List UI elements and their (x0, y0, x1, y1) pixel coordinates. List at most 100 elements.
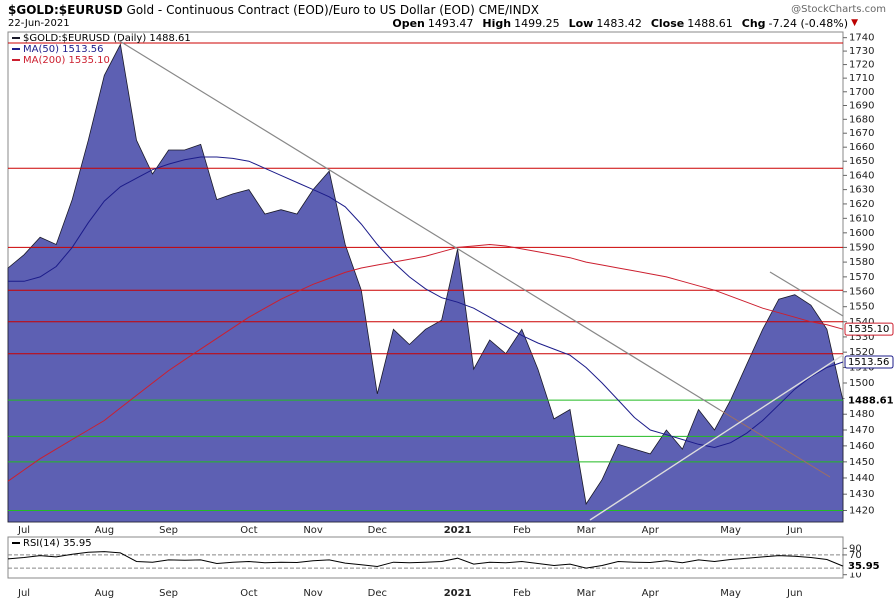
value-tag (844, 394, 894, 408)
series-line (7, 551, 844, 569)
quote-value: 1493.47 (427, 17, 474, 30)
y-tick-label: 1580 (849, 257, 874, 268)
y-tick-label: 1630 (849, 185, 874, 196)
y-tick-label: 1450 (849, 457, 874, 468)
y-tick-label: 70 (849, 550, 862, 561)
x-tick-label: Dec (368, 588, 387, 599)
watermark: @StockCharts.com (791, 4, 886, 15)
legend-label: MA(50) 1513.56 (23, 44, 104, 55)
y-tick-label: 1420 (849, 506, 874, 517)
y-tick-label: 1430 (849, 489, 874, 500)
quote-label: Close (650, 17, 685, 30)
value-tag-label: 35.95 (848, 561, 880, 572)
quote-value: 1483.42 (596, 17, 642, 30)
description: Gold - Continuous Contract (EOD)/Euro to… (126, 3, 475, 17)
y-tick-label: 1530 (849, 332, 874, 343)
x-tick-label: Apr (642, 525, 660, 536)
x-tick-label: Dec (368, 525, 387, 536)
series-line (7, 243, 844, 482)
y-tick-label: 1590 (849, 242, 874, 253)
x-tick-label: Mar (577, 588, 597, 599)
value-tag (844, 559, 894, 573)
quote-value: -7.24 (-0.48%) (768, 17, 848, 30)
trendline (769, 271, 844, 317)
symbol: $GOLD:$EURUSD (8, 3, 123, 17)
value-tag (844, 322, 894, 336)
y-tick-label: 90 (849, 543, 862, 554)
y-tick-label: 1540 (849, 317, 874, 328)
y-tick-label: 1700 (849, 87, 874, 98)
x-tick-label: Aug (95, 588, 115, 599)
value-tag-label: 1535.10 (848, 324, 889, 335)
quote-label: High (482, 17, 512, 30)
date: 22-Jun-2021 (8, 18, 70, 29)
trendline (117, 39, 721, 411)
y-tick-label: 1730 (849, 46, 874, 57)
y-tick-label: 1660 (849, 142, 874, 153)
y-tick-label: 1640 (849, 170, 874, 181)
y-tick-label: 1650 (849, 156, 874, 167)
x-tick-label: Jun (786, 525, 803, 536)
x-tick-label: Jul (17, 588, 30, 599)
x-tick-label: May (720, 588, 741, 599)
x-tick-label: Jul (17, 525, 30, 536)
x-tick-label: May (720, 525, 741, 536)
x-tick-label: Oct (240, 588, 257, 599)
x-tick-label: Mar (577, 525, 597, 536)
rsi-panel (7, 536, 844, 579)
x-tick-label: Jun (786, 588, 803, 599)
price-area (7, 43, 844, 523)
trendline (719, 409, 831, 478)
trendlines (117, 39, 844, 521)
quote-value: 1488.61 (687, 17, 733, 30)
y-tick-label: 1620 (849, 199, 874, 210)
legend-label: $GOLD:$EURUSD (Daily) 1488.61 (23, 33, 191, 44)
down-arrow: ▼ (851, 18, 858, 28)
y-tick-label: 1520 (849, 347, 874, 358)
y-tick-label: 1600 (849, 228, 874, 239)
y-tick-label: 1570 (849, 272, 874, 283)
y-tick-label: 1690 (849, 101, 874, 112)
y-tick-label: 1440 (849, 473, 874, 484)
y-tick-label: 10 (849, 570, 862, 581)
y-tick-label: 1720 (849, 60, 874, 71)
legend-label: MA(200) 1535.10 (23, 55, 110, 66)
value-tag-label: 1513.56 (848, 357, 889, 368)
header-title-row: $GOLD:$EURUSD Gold - Continuous Contract… (8, 3, 539, 17)
y-tick-label: 1740 (849, 33, 874, 44)
y-tick-label: 1500 (849, 378, 874, 389)
y-tick-label: 1550 (849, 302, 874, 313)
y-tick-label: 1710 (849, 73, 874, 84)
y-tick-label: 1470 (849, 425, 874, 436)
quote-label: Chg (741, 17, 766, 30)
value-tag-label: 1488.61 (848, 396, 894, 407)
x-tick-label: Apr (642, 588, 660, 599)
quote-label: Low (568, 17, 594, 30)
x-tick-label: Feb (513, 588, 531, 599)
y-tick-label: 1680 (849, 114, 874, 125)
y-tick-label: 1610 (849, 213, 874, 224)
plot-layer: 1420143014401450146014701480149015001510… (7, 33, 894, 599)
quote: Open 1493.47 High 1499.25 Low 1483.42 Close 148… (383, 17, 848, 30)
x-tick-label: Nov (303, 588, 323, 599)
y-tick-label: 1670 (849, 128, 874, 139)
exchange: CME/INDX (478, 3, 540, 17)
x-tick-label: Aug (95, 525, 115, 536)
trendline (589, 354, 844, 521)
x-tick-label: Nov (303, 525, 323, 536)
x-tick-label: Sep (159, 525, 178, 536)
x-tick-label: 2021 (444, 588, 472, 599)
x-tick-label: 2021 (444, 525, 472, 536)
y-tick-label: 1560 (849, 287, 874, 298)
legend-label: RSI(14) 35.95 (23, 538, 92, 549)
y-tick-label: 1480 (849, 409, 874, 420)
quote-label: Open (392, 17, 425, 30)
x-tick-label: Feb (513, 525, 531, 536)
y-tick-label: 1460 (849, 441, 874, 452)
x-tick-label: Sep (159, 588, 178, 599)
quote-value: 1499.25 (514, 17, 560, 30)
value-tag (844, 355, 894, 369)
x-tick-label: Oct (240, 525, 257, 536)
